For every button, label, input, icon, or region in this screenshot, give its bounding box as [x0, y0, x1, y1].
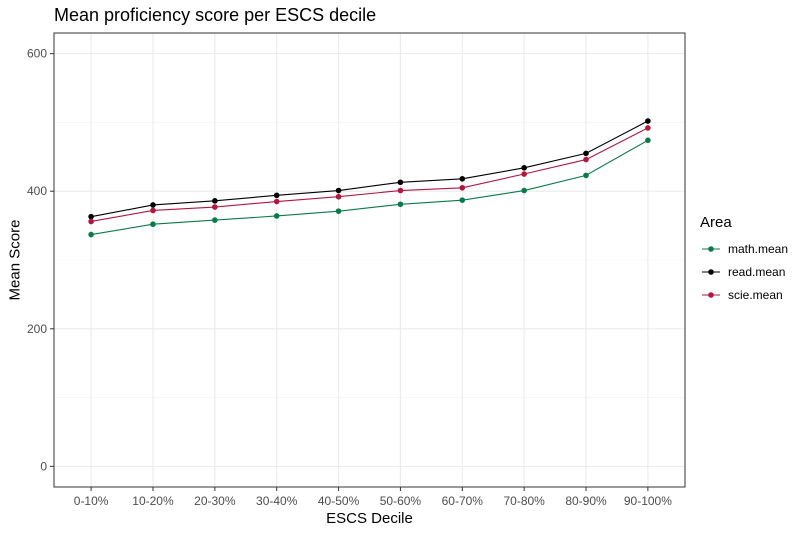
data-point-read-mean: [397, 179, 404, 186]
data-point-read-mean: [521, 165, 527, 171]
plot-border: [53, 32, 686, 488]
data-point-read-mean: [212, 198, 218, 204]
data-point-scie-mean: [335, 193, 342, 200]
axis-ticks: 0 200 400 600 0-10% 10-20% 20-30% 30-40% 40-50% 5…: [27, 47, 672, 508]
series-line-math-mean: [91, 139, 649, 236]
data-point-read-mean: [88, 213, 94, 220]
legend-label: math.mean: [728, 241, 789, 256]
x-tick-label: 30-40%: [256, 494, 298, 508]
x-tick-label: 0-10%: [74, 494, 109, 508]
data-point-scie-mean: [212, 204, 218, 210]
data-point-math-mean: [459, 197, 466, 203]
data-point-math-mean: [645, 137, 651, 144]
data-point-scie-mean: [459, 184, 466, 191]
series-line-read-mean: [91, 120, 649, 218]
legend-key: [702, 268, 720, 275]
x-tick-label: 60-70%: [442, 494, 484, 508]
legend-key: [702, 291, 720, 298]
data-point-scie-mean: [645, 125, 651, 131]
series-layer: [88, 118, 651, 238]
x-tick-label: 20-30%: [194, 494, 236, 508]
y-tick-label: 0: [40, 459, 47, 473]
data-point-math-mean: [397, 201, 404, 208]
chart-title: Mean proficiency score per ESCS decile: [54, 5, 377, 25]
legend-item: scie.mean: [700, 283, 788, 306]
data-point-scie-mean: [583, 156, 589, 163]
x-tick-label: 70-80%: [503, 494, 545, 508]
x-tick-label: 40-50%: [318, 494, 360, 508]
legend-label: read.mean: [728, 264, 786, 279]
data-point-math-mean: [212, 217, 218, 223]
data-point-read-mean: [335, 187, 342, 194]
legend-key: [702, 245, 720, 252]
legend-label: scie.mean: [728, 287, 783, 302]
x-tick-label: 80-90%: [565, 494, 607, 508]
data-point-math-mean: [335, 208, 342, 214]
y-axis-label: Mean Score: [6, 219, 24, 301]
data-point-math-mean: [521, 187, 527, 194]
data-point-scie-mean: [150, 207, 156, 214]
x-tick-label: 90-100%: [624, 494, 672, 508]
x-tick-label: 10-20%: [132, 494, 174, 508]
data-point-read-mean: [150, 202, 156, 208]
y-tick-label: 200: [27, 322, 47, 336]
data-point-read-mean: [583, 150, 589, 157]
series-line-scie-mean: [91, 127, 649, 223]
data-point-scie-mean: [88, 218, 94, 225]
legend: Area math.mean read.mean scie.mean: [700, 214, 788, 306]
data-point-read-mean: [273, 192, 280, 199]
data-point-scie-mean: [521, 171, 527, 177]
legend-title: Area: [700, 214, 732, 231]
y-tick-label: 400: [27, 184, 47, 198]
x-tick-label: 50-60%: [380, 494, 422, 508]
data-point-math-mean: [150, 221, 156, 228]
grid-lines: [54, 33, 685, 487]
y-tick-label: 600: [27, 47, 47, 61]
data-point-scie-mean: [273, 198, 280, 205]
data-point-read-mean: [459, 176, 466, 182]
legend-item: read.mean: [700, 260, 788, 283]
legend-items: math.mean read.mean scie.mean: [700, 237, 788, 306]
data-point-scie-mean: [397, 187, 404, 194]
x-axis-label: ESCS Decile: [326, 510, 413, 527]
data-point-math-mean: [273, 213, 280, 219]
data-point-read-mean: [645, 118, 651, 124]
data-point-math-mean: [583, 172, 589, 179]
data-point-math-mean: [88, 231, 94, 238]
legend-item: math.mean: [700, 237, 788, 260]
